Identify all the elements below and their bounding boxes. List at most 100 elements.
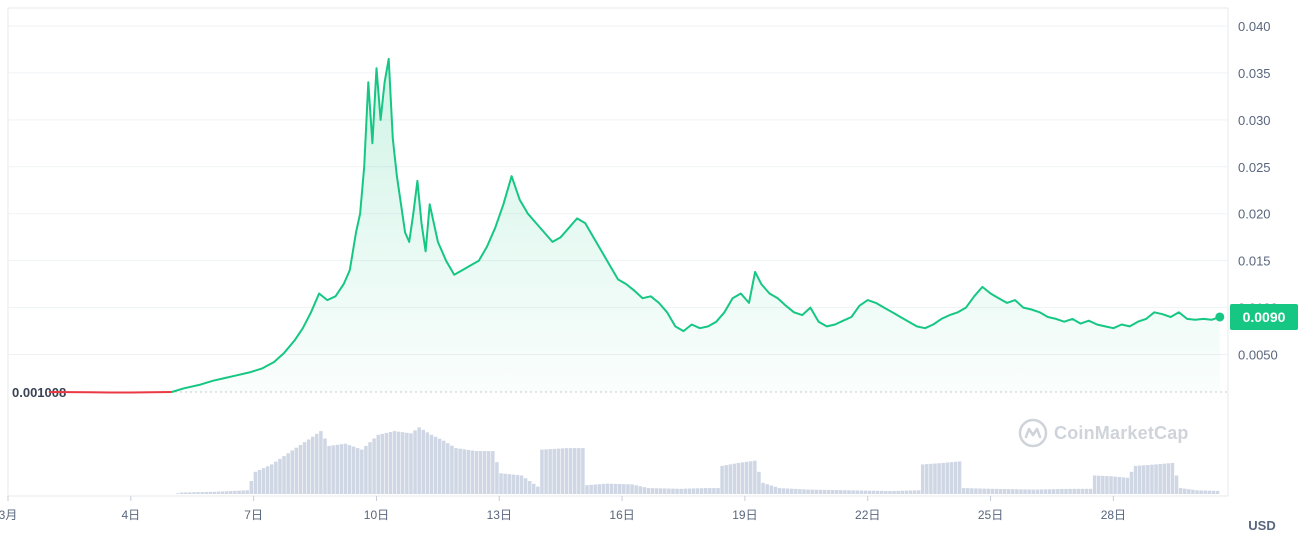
- y-tick-label: 0.0050: [1238, 348, 1278, 363]
- volume-bar: [994, 488, 999, 494]
- volume-bar: [933, 463, 937, 494]
- volume-bar: [372, 438, 376, 494]
- volume-bar: [1162, 463, 1166, 494]
- volume-bar: [728, 464, 733, 494]
- volume-bar: [1113, 476, 1117, 494]
- volume-bar: [208, 491, 213, 494]
- volume-bar: [720, 465, 724, 494]
- volume-bar: [572, 448, 577, 494]
- volume-bar: [278, 458, 282, 494]
- volume-bar: [327, 445, 331, 494]
- coinmarketcap-watermark: CoinMarketCap: [1018, 418, 1189, 448]
- volume-bar: [920, 464, 925, 494]
- volume-bar: [1109, 476, 1113, 494]
- volume-bar: [458, 448, 462, 494]
- volume-bar: [323, 438, 327, 494]
- volume-bar: [548, 449, 552, 494]
- volume-bar: [1096, 475, 1101, 494]
- y-tick-label: 0.020: [1238, 207, 1271, 222]
- volume-bar: [229, 491, 233, 494]
- volume-bar: [351, 446, 356, 494]
- volume-bar: [806, 489, 810, 494]
- volume-bar: [1146, 464, 1150, 494]
- volume-bar: [626, 484, 630, 494]
- volume-bar: [658, 488, 663, 494]
- plot-frame: [7, 7, 1229, 497]
- volume-bar: [945, 462, 950, 494]
- volume-bar: [290, 450, 294, 494]
- volume-bar: [1166, 463, 1171, 494]
- x-tick-label: 4日: [121, 508, 140, 522]
- volume-bar: [818, 489, 823, 494]
- volume-bar: [810, 489, 814, 494]
- volume-bar: [855, 490, 859, 494]
- volume-bar: [1039, 489, 1044, 494]
- volume-bar: [233, 490, 237, 494]
- current-price-label: 0.0090: [1243, 309, 1286, 325]
- volume-bar: [184, 492, 188, 494]
- volume-bar: [712, 488, 716, 494]
- volume-bar: [908, 490, 913, 494]
- volume-bar: [503, 473, 507, 494]
- volume-bar: [581, 448, 585, 494]
- volume-bar: [413, 430, 417, 494]
- volume-bar: [1121, 477, 1126, 494]
- volume-bar: [1027, 489, 1031, 494]
- volume-bar: [749, 461, 753, 494]
- volume-bar: [200, 492, 204, 494]
- volume-bar: [1015, 489, 1019, 494]
- volume-bar: [364, 445, 368, 494]
- volume-bar: [540, 449, 544, 494]
- volume-bar: [1211, 490, 1216, 494]
- volume-bar: [949, 462, 954, 494]
- volume-bar: [1002, 489, 1007, 494]
- y-tick-label: 0.035: [1238, 66, 1271, 81]
- volume-bar: [462, 449, 466, 494]
- volume-bar: [814, 489, 819, 494]
- volume-bar: [732, 463, 737, 494]
- volume-bar: [355, 448, 360, 494]
- volume-bar: [577, 448, 581, 494]
- unit-label: USD: [1248, 518, 1275, 533]
- volume-bar: [1125, 477, 1130, 494]
- volume-bar: [703, 488, 708, 494]
- volume-bar: [769, 485, 773, 494]
- volume-bar: [785, 488, 790, 494]
- volume-bar: [175, 493, 180, 494]
- volume-bar: [470, 450, 475, 494]
- volume-bar: [568, 448, 573, 494]
- volume-bar: [360, 449, 364, 494]
- x-tick-label: 3月: [0, 508, 17, 522]
- volume-bar: [687, 488, 692, 494]
- volume-bar: [1101, 475, 1105, 494]
- volume-bar: [798, 489, 802, 494]
- volume-bar: [585, 485, 589, 494]
- volume-bar: [1174, 475, 1179, 494]
- volume-bar: [384, 432, 389, 494]
- volume-bar: [417, 427, 421, 494]
- volume-bar: [970, 488, 974, 494]
- volume-bar: [1133, 465, 1138, 494]
- volume-bar: [286, 453, 290, 494]
- volume-bar: [1060, 489, 1064, 494]
- volume-bar: [486, 451, 491, 494]
- volume-bar: [315, 433, 319, 494]
- volume-bar: [826, 489, 831, 494]
- volume-bar: [196, 492, 200, 494]
- volume-bar: [900, 490, 904, 494]
- volume-bar: [1006, 489, 1011, 494]
- volume-bar: [941, 462, 945, 494]
- volume-bar: [425, 432, 430, 494]
- x-tick-label: 13日: [487, 508, 512, 522]
- volume-bar: [638, 486, 642, 494]
- volume-bar: [699, 488, 704, 494]
- volume-bar: [1076, 488, 1081, 494]
- price-line-above-baseline: [171, 57, 1221, 393]
- volume-bar: [224, 491, 229, 494]
- volume-bar: [892, 490, 896, 494]
- volume-bar: [965, 488, 970, 494]
- volume-bar: [376, 434, 380, 494]
- volume-bar: [916, 490, 921, 494]
- volume-bar: [679, 488, 683, 494]
